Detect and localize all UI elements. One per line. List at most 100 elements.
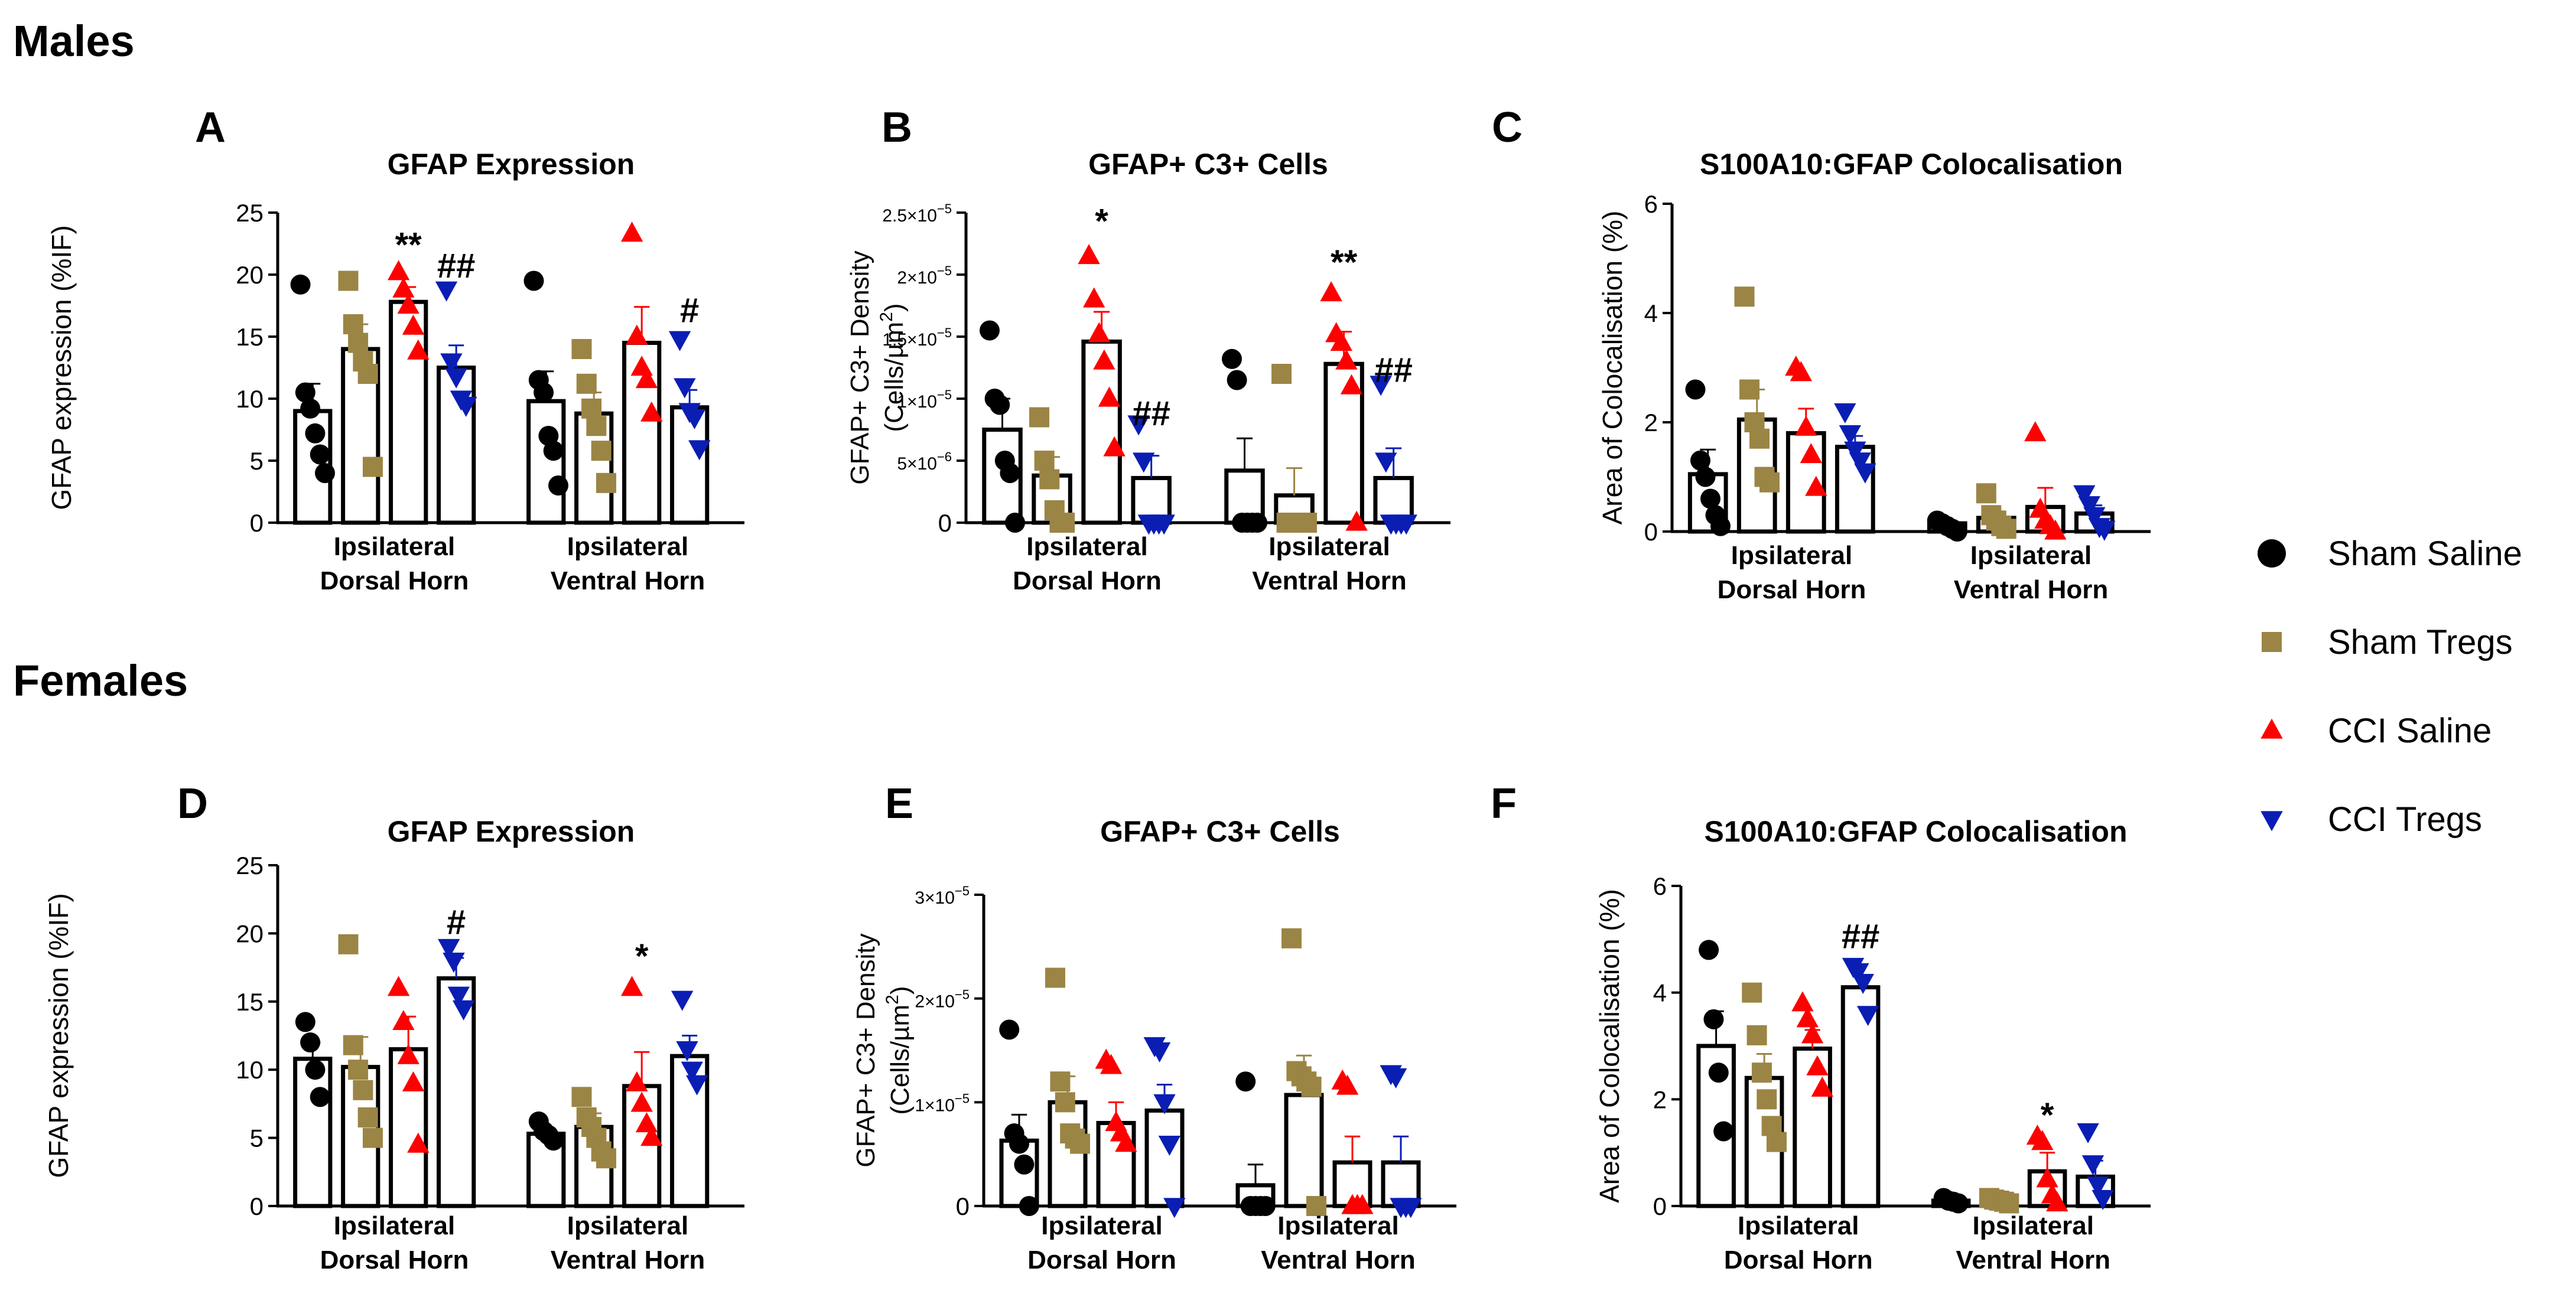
data-point <box>1336 1074 1359 1095</box>
data-point <box>1999 1193 2019 1214</box>
data-point <box>990 395 1010 415</box>
data-point <box>586 416 607 436</box>
x-category-label: Dorsal Horn <box>1027 1246 1176 1275</box>
data-point <box>1005 513 1026 533</box>
data-point <box>2024 421 2047 442</box>
data-point <box>300 1032 321 1053</box>
legend-item-cci-saline: CCI Saline <box>2260 712 2492 750</box>
data-point <box>1742 982 1762 1003</box>
y-tick-label: 4 <box>1644 299 1658 327</box>
data-point <box>671 990 694 1011</box>
significance-marker: ## <box>1374 351 1413 390</box>
bar-cci-saline <box>389 299 428 525</box>
data-point <box>1000 463 1020 483</box>
significance-marker: ## <box>437 247 476 285</box>
data-point <box>1739 379 1760 400</box>
significance-marker: ** <box>395 226 422 264</box>
legend-label: CCI Saline <box>2328 712 2492 750</box>
y-tick-label: 25 <box>236 199 264 227</box>
data-point <box>1710 516 1731 536</box>
data-point <box>543 441 564 461</box>
data-point <box>1751 1062 1772 1083</box>
data-point <box>1034 451 1055 471</box>
y-tick-label: 6 <box>1653 872 1667 900</box>
data-point <box>1070 1133 1090 1154</box>
data-point <box>1791 991 1814 1012</box>
data-point <box>534 382 554 403</box>
data-point <box>581 398 602 419</box>
data-point <box>1093 349 1115 370</box>
data-point <box>357 1107 378 1127</box>
data-point <box>683 409 706 429</box>
y-tick-label: 6 <box>1644 190 1658 218</box>
data-point <box>620 976 643 996</box>
panel-letter: E <box>885 780 913 827</box>
data-point <box>2046 1191 2068 1212</box>
y-tick-label: 20 <box>236 920 264 947</box>
data-point <box>1055 513 1075 533</box>
data-point <box>1375 452 1397 473</box>
y-tick-label: 0 <box>1653 1192 1667 1220</box>
y-tick-label: 20 <box>236 261 264 289</box>
significance-marker: # <box>680 292 699 330</box>
x-category-label: Ventral Horn <box>1261 1246 1416 1275</box>
chart-title: S100A10:GFAP Colocalisation <box>1705 815 2128 848</box>
data-point <box>681 1061 704 1082</box>
panel-letter: B <box>882 104 912 151</box>
x-category-label: Ipsilateral <box>1026 532 1147 561</box>
x-category-label: Ipsilateral <box>1970 541 2092 570</box>
y-tick-label: 25 <box>236 852 264 879</box>
x-category-label: Ventral Horn <box>551 566 705 595</box>
data-point <box>1082 287 1105 308</box>
data-point <box>300 398 321 419</box>
data-point <box>438 938 460 959</box>
panel-letter: F <box>1491 780 1517 827</box>
data-point <box>1713 1121 1734 1142</box>
y-tick-label: 1×10−5 <box>897 387 952 412</box>
data-point <box>1098 386 1121 407</box>
x-category-label: Dorsal Horn <box>1724 1246 1873 1275</box>
x-category-label: Ventral Horn <box>1252 566 1407 595</box>
data-point <box>1856 1006 1879 1026</box>
data-point <box>2083 507 2106 527</box>
data-point <box>2073 485 2096 506</box>
data-point <box>2077 1123 2099 1143</box>
data-point <box>1703 1009 1724 1029</box>
data-point <box>314 463 335 483</box>
legend-label: Sham Tregs <box>2328 623 2513 661</box>
data-point <box>1790 361 1812 382</box>
data-point <box>305 423 326 444</box>
data-point <box>2081 1155 2105 1176</box>
data-point <box>640 1126 663 1146</box>
data-point <box>1247 513 1268 533</box>
y-tick-label: 10 <box>236 385 264 413</box>
data-point <box>1759 472 1780 493</box>
data-point <box>1335 349 1358 370</box>
data-point <box>571 1087 592 1107</box>
data-point <box>548 475 568 496</box>
data-point <box>305 1060 326 1080</box>
data-point <box>1400 1198 1422 1218</box>
data-point <box>620 221 643 242</box>
data-point <box>1976 483 1996 504</box>
y-tick-label: 1×10−5 <box>915 1091 970 1115</box>
panel-letter: D <box>177 780 208 827</box>
data-point <box>1235 1071 1256 1092</box>
data-point <box>348 333 369 353</box>
y-axis-label-units: (Cells/µm2) <box>883 986 915 1114</box>
data-point <box>1805 475 1827 496</box>
chart-title: GFAP Expression <box>388 148 635 181</box>
data-point <box>1340 374 1363 395</box>
data-point <box>626 1071 648 1091</box>
y-tick-label: 5 <box>250 1125 264 1152</box>
chart-title: GFAP+ C3+ Cells <box>1088 148 1328 181</box>
data-point <box>343 314 363 334</box>
data-point <box>1163 1198 1186 1218</box>
data-point <box>338 270 359 291</box>
y-axis-label: Area of Colocalisation (%) <box>1594 889 1625 1203</box>
data-point <box>1115 1132 1137 1152</box>
triangle-up-icon <box>2260 718 2283 739</box>
panel-c: C S100A10:GFAP Colocalisation 0 2 4 6 Area of … <box>1492 104 2151 604</box>
data-point <box>979 320 1000 341</box>
data-point <box>1301 1076 1322 1097</box>
